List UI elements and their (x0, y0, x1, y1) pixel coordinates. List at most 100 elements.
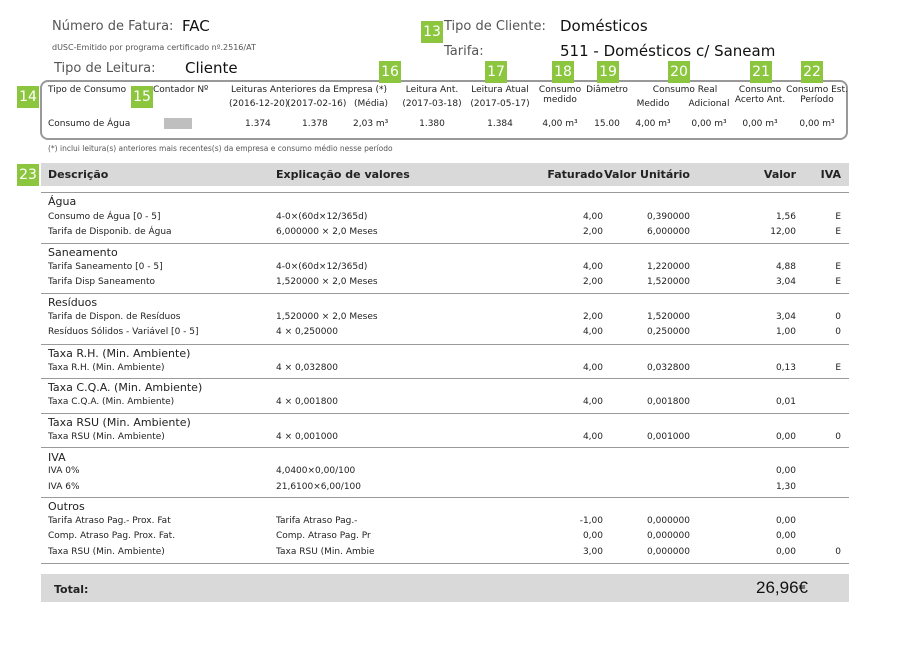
row-exp: 4 × 0,250000 (276, 327, 338, 337)
row-val: 12,00 (770, 227, 796, 237)
row-desc: Tarifa Disp Saneamento (48, 277, 155, 287)
section-divider (41, 378, 849, 379)
meter-row-leitura-ant: 1.380 (419, 119, 445, 129)
row-iva: 0 (835, 312, 841, 322)
row-desc: Tarifa Saneamento [0 - 5] (48, 262, 163, 272)
row-val: 0,00 (775, 466, 796, 476)
badge-17: 17 (485, 61, 507, 83)
tariff-label: Tarifa: (444, 44, 484, 59)
badge-23: 23 (17, 164, 39, 186)
meter-footnote: (*) inclui leitura(s) anteriores mais re… (48, 144, 393, 153)
badge-22: 22 (801, 61, 823, 83)
row-fat: 2,00 (582, 312, 603, 322)
certified-note: dUSC-Emitido por programa certificado nº… (52, 43, 256, 52)
section-divider (41, 497, 849, 498)
meter-row-media: 2,03 m³ (353, 119, 389, 129)
row-vu: 1,220000 (647, 262, 690, 272)
section-title: Água (48, 195, 77, 208)
meter-header-leitura-ant-date: (2017-03-18) (402, 99, 462, 109)
row-iva: 0 (835, 432, 841, 442)
row-val: 4,88 (775, 262, 796, 272)
row-desc: Taxa C.Q.A. (Min. Ambiente) (48, 397, 175, 407)
row-vu: 0,000000 (647, 516, 690, 526)
row-val: 1,00 (775, 327, 796, 337)
row-vu: 0,250000 (647, 327, 690, 337)
section-divider (41, 344, 849, 345)
meter-header-date2: (2017-02-16) (287, 99, 347, 109)
meter-header-leitura-ant: Leitura Ant. (405, 85, 459, 95)
badge-16: 16 (379, 61, 401, 83)
col-header-faturado: Faturado (547, 168, 603, 181)
meter-row-leitura-atual: 1.384 (487, 119, 513, 129)
row-fat: 2,00 (582, 227, 603, 237)
meter-header-consumo-medido-1: Consumo (538, 85, 582, 95)
row-desc: Tarifa de Dispon. de Resíduos (48, 312, 181, 322)
section-title: Taxa RSU (Min. Ambiente) (48, 416, 191, 429)
meter-row-v1: 1.374 (245, 119, 271, 129)
badge-15: 15 (131, 86, 153, 108)
total-label: Total: (54, 583, 89, 596)
row-exp: Tarifa Atraso Pag.- (276, 516, 358, 526)
meter-header-media: (Média) (354, 99, 389, 109)
row-fat: 4,00 (582, 397, 603, 407)
meter-header-diametro: Diâmetro (586, 85, 628, 95)
section-divider (41, 413, 849, 414)
row-val: 3,04 (775, 277, 796, 287)
row-iva: E (835, 227, 841, 237)
row-desc: Consumo de Água [0 - 5] (48, 212, 161, 222)
section-title: Resíduos (48, 296, 98, 309)
meter-row-consumo-medido: 4,00 m³ (542, 119, 578, 129)
meter-row-adicional: 0,00 m³ (691, 119, 727, 129)
meter-header-leitura-atual-date: (2017-05-17) (470, 99, 530, 109)
badge-19: 19 (597, 61, 619, 83)
section-title: Taxa R.H. (Min. Ambiente) (48, 347, 191, 360)
meter-header-acerto-1: Consumo (738, 85, 782, 95)
table-header-bg (41, 163, 849, 186)
meter-box (40, 80, 848, 140)
meter-header-consumo-real: Consumo Real (652, 85, 718, 95)
col-header-valor-unitario: Valor Unitário (604, 168, 690, 181)
row-vu: 1,520000 (647, 277, 690, 287)
row-desc: IVA 0% (48, 466, 80, 476)
client-type-value: Domésticos (560, 17, 648, 35)
badge-21: 21 (750, 61, 772, 83)
row-val: 0,13 (775, 363, 796, 373)
meter-row-tipo: Consumo de Água (48, 119, 131, 129)
meter-header-contador: Contador Nº (153, 85, 209, 95)
invoice-number-label: Número de Fatura: (52, 19, 174, 34)
row-fat: -1,00 (579, 516, 603, 526)
meter-row-medido: 4,00 m³ (635, 119, 671, 129)
row-iva: 0 (835, 327, 841, 337)
row-exp: Comp. Atraso Pag. Pr (276, 531, 371, 541)
row-exp: 21,6100×6,00/100 (276, 482, 362, 492)
reading-type-label: Tipo de Leitura: (54, 61, 156, 76)
section-title: Saneamento (48, 246, 118, 259)
row-val: 0,00 (775, 432, 796, 442)
row-val: 3,04 (775, 312, 796, 322)
row-vu: 6,000000 (647, 227, 690, 237)
row-exp: 1,520000 × 2,0 Meses (276, 312, 378, 322)
row-exp: 4 × 0,032800 (276, 363, 338, 373)
meter-header-est-2: Período (800, 95, 834, 105)
row-val: 1,30 (775, 482, 796, 492)
row-desc: Resíduos Sólidos - Variável [0 - 5] (48, 327, 199, 337)
row-exp: 4 × 0,001000 (276, 432, 338, 442)
row-desc: IVA 6% (48, 482, 80, 492)
section-divider (41, 243, 849, 244)
row-val: 0,00 (775, 516, 796, 526)
row-fat: 4,00 (582, 262, 603, 272)
row-desc: Tarifa Atraso Pag.- Prox. Fat (48, 516, 171, 526)
section-divider (41, 563, 849, 564)
row-exp: Taxa RSU (Min. Ambie (276, 547, 375, 557)
row-vu: 0,032800 (647, 363, 690, 373)
meter-row-est: 0,00 m³ (799, 119, 835, 129)
meter-header-est-1: Consumo Est. (786, 85, 848, 95)
row-val: 0,00 (775, 547, 796, 557)
row-fat: 4,00 (582, 327, 603, 337)
row-desc: Taxa RSU (Min. Ambiente) (48, 432, 165, 442)
row-vu: 0,390000 (647, 212, 690, 222)
row-iva: E (835, 363, 841, 373)
reading-type-value: Cliente (185, 59, 238, 77)
section-divider (41, 192, 849, 193)
meter-header-medido: Medido (636, 99, 670, 109)
